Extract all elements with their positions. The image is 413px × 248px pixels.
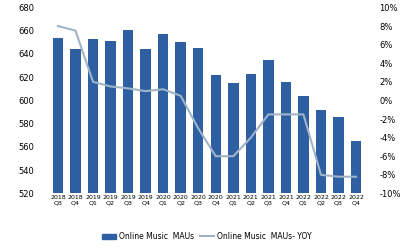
Online Music  MAUs- YOY — [195, 127, 200, 130]
Online Music  MAUs- YOY — [265, 113, 270, 116]
Online Music  MAUs- YOY — [335, 175, 340, 178]
Bar — [105, 41, 116, 193]
Legend: Online Music  MAUs, Online Music  MAUs- YOY: Online Music MAUs, Online Music MAUs- YO… — [99, 229, 314, 244]
Bar — [315, 110, 325, 193]
Online Music  MAUs- YOY — [213, 155, 218, 158]
Bar — [245, 74, 256, 193]
Online Music  MAUs- YOY — [283, 113, 288, 116]
Bar — [140, 49, 150, 193]
Bar — [52, 38, 63, 193]
Bar — [280, 82, 290, 193]
Online Music  MAUs- YOY — [108, 85, 113, 88]
Online Music  MAUs- YOY — [353, 175, 358, 178]
Bar — [228, 83, 238, 193]
Bar — [332, 117, 343, 193]
Online Music  MAUs- YOY — [125, 87, 130, 90]
Bar — [70, 49, 81, 193]
Online Music  MAUs- YOY — [73, 29, 78, 32]
Bar — [350, 141, 361, 193]
Online Music  MAUs- YOY — [230, 155, 235, 158]
Bar — [123, 30, 133, 193]
Online Music  MAUs- YOY — [90, 80, 95, 83]
Bar — [192, 48, 203, 193]
Bar — [88, 39, 98, 193]
Bar — [175, 42, 185, 193]
Bar — [263, 60, 273, 193]
Online Music  MAUs- YOY — [300, 113, 305, 116]
Online Music  MAUs- YOY — [55, 25, 60, 28]
Online Music  MAUs- YOY — [160, 88, 165, 91]
Online Music  MAUs- YOY — [248, 136, 253, 139]
Online Music  MAUs- YOY — [178, 94, 183, 97]
Online Music  MAUs- YOY — [143, 90, 148, 93]
Line: Online Music  MAUs- YOY: Online Music MAUs- YOY — [58, 26, 355, 177]
Bar — [297, 96, 308, 193]
Online Music  MAUs- YOY — [318, 173, 323, 176]
Bar — [210, 75, 221, 193]
Bar — [157, 34, 168, 193]
